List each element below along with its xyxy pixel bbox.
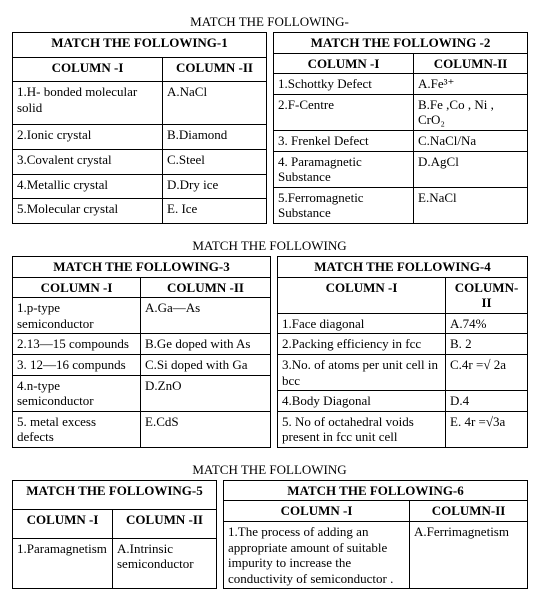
cell: 3. 12—16 compunds (13, 354, 141, 375)
cell: B.Diamond (163, 125, 267, 150)
cell: 1.Face diagonal (278, 313, 446, 334)
cell: 1.Paramagnetism (13, 538, 113, 589)
col-header: COLUMN -I (13, 509, 113, 538)
cell: D.4 (446, 391, 528, 412)
cell: 1.H- bonded molecular solid (13, 82, 163, 125)
cell: B.Fe ,Co , Ni , CrO₂ (414, 94, 528, 130)
table-title: MATCH THE FOLLOWING-3 (13, 256, 271, 277)
col-header: COLUMN -I (278, 277, 446, 313)
table-5: MATCH THE FOLLOWING-5 COLUMN -I COLUMN -… (12, 480, 217, 590)
cell: 4.n-type semiconductor (13, 375, 141, 411)
cell: 2.F-Centre (274, 94, 414, 130)
pair-3-4: MATCH THE FOLLOWING-3 COLUMN -I COLUMN -… (12, 256, 527, 448)
col-header: COLUMN -I (224, 501, 410, 522)
cell: E. Ice (163, 199, 267, 224)
cell: 1.Schottky Defect (274, 74, 414, 95)
table-title: MATCH THE FOLLOWING-6 (224, 480, 528, 501)
cell: A.74% (446, 313, 528, 334)
pair-1-2: MATCH THE FOLLOWING-1 COLUMN -I COLUMN -… (12, 32, 527, 224)
cell: D.ZnO (141, 375, 271, 411)
cell: 1.The process of adding an appropriate a… (224, 522, 410, 589)
cell: A.Ferrimagnetism (410, 522, 528, 589)
table-2: MATCH THE FOLLOWING -2 COLUMN -I COLUMN-… (273, 32, 528, 224)
table-4: MATCH THE FOLLOWING-4 COLUMN -I COLUMN-I… (277, 256, 528, 448)
col-header: COLUMN -II (141, 277, 271, 298)
cell: 5.Ferromagnetic Substance (274, 187, 414, 223)
cell: D.AgCl (414, 151, 528, 187)
col-header: COLUMN -II (163, 57, 267, 82)
table-1: MATCH THE FOLLOWING-1 COLUMN -I COLUMN -… (12, 32, 267, 224)
cell: 5. metal excess defects (13, 411, 141, 447)
cell: 5. No of octahedral voids present in fcc… (278, 411, 446, 447)
cell: D.Dry ice (163, 174, 267, 199)
cell: 4. Paramagnetic Substance (274, 151, 414, 187)
cell: B.Ge doped with As (141, 334, 271, 355)
col-header: COLUMN -I (274, 53, 414, 74)
cell: 5.Molecular crystal (13, 199, 163, 224)
cell: A.Intrinsic semiconductor (113, 538, 217, 589)
table-title: MATCH THE FOLLOWING-4 (278, 256, 528, 277)
table-title: MATCH THE FOLLOWING -2 (274, 33, 528, 54)
cell: B. 2 (446, 334, 528, 355)
table-title: MATCH THE FOLLOWING-1 (13, 33, 267, 58)
table-6: MATCH THE FOLLOWING-6 COLUMN -I COLUMN-I… (223, 480, 528, 590)
table-3: MATCH THE FOLLOWING-3 COLUMN -I COLUMN -… (12, 256, 271, 448)
cell: 3.No. of atoms per unit cell in bcc (278, 354, 446, 390)
bot-title: MATCH THE FOLLOWING (12, 462, 527, 478)
col-header: COLUMN-II (446, 277, 528, 313)
cell: C.Steel (163, 150, 267, 175)
col-header: COLUMN -I (13, 277, 141, 298)
cell: E.CdS (141, 411, 271, 447)
cell: C.4r =√ 2a (446, 354, 528, 390)
cell: C.NaCl/Na (414, 130, 528, 151)
col-header: COLUMN-II (414, 53, 528, 74)
cell: 3.Covalent crystal (13, 150, 163, 175)
table-title: MATCH THE FOLLOWING-5 (13, 480, 217, 509)
cell: A.Fe³⁺ (414, 74, 528, 95)
pair-5-6: MATCH THE FOLLOWING-5 COLUMN -I COLUMN -… (12, 480, 527, 590)
cell: E.NaCl (414, 187, 528, 223)
col-header: COLUMN -II (113, 509, 217, 538)
top-title: MATCH THE FOLLOWING- (12, 14, 527, 30)
cell: 2.Ionic crystal (13, 125, 163, 150)
cell: A.NaCl (163, 82, 267, 125)
cell: 2.13—15 compounds (13, 334, 141, 355)
cell: 4.Body Diagonal (278, 391, 446, 412)
cell: A.Ga—As (141, 298, 271, 334)
cell: 4.Metallic crystal (13, 174, 163, 199)
cell: E. 4r =√3a (446, 411, 528, 447)
cell: 1.p-type semiconductor (13, 298, 141, 334)
mid-title: MATCH THE FOLLOWING (12, 238, 527, 254)
cell: 3. Frenkel Defect (274, 130, 414, 151)
cell: C.Si doped with Ga (141, 354, 271, 375)
col-header: COLUMN-II (410, 501, 528, 522)
cell: 2.Packing efficiency in fcc (278, 334, 446, 355)
col-header: COLUMN -I (13, 57, 163, 82)
